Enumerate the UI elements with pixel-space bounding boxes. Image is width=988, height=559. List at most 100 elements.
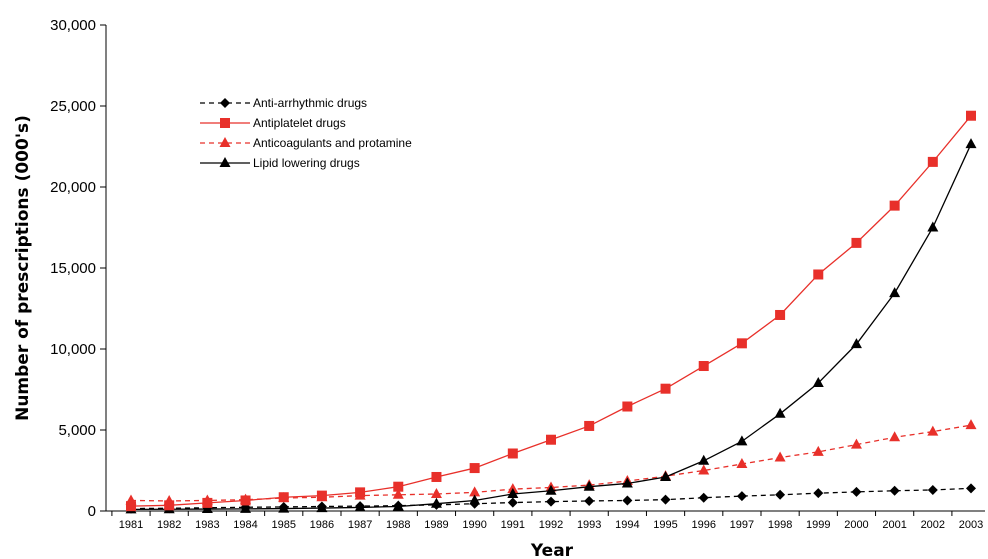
x-tick-label: 1991 (501, 519, 525, 531)
data-point (507, 448, 518, 459)
legend-label: Anti-arrhythmic drugs (253, 96, 367, 110)
data-point (966, 483, 976, 494)
legend: Anti-arrhythmic drugs Antiplatelet drugs A… (200, 96, 412, 170)
data-point (850, 438, 862, 449)
data-point (850, 338, 862, 349)
y-tick-label: 5,000 (58, 422, 96, 439)
data-point (736, 491, 747, 502)
series-line (130, 143, 972, 511)
data-point (660, 470, 672, 481)
y-tick-label: 10,000 (50, 341, 96, 358)
data-point (927, 425, 939, 436)
data-point (278, 492, 289, 503)
data-point (660, 383, 671, 394)
y-tick-label: 20,000 (50, 179, 96, 196)
data-point (813, 488, 824, 499)
x-tick-label: 1995 (653, 519, 677, 531)
data-point (621, 477, 633, 488)
data-point (736, 435, 748, 446)
legend-marker (219, 157, 231, 167)
data-point (393, 481, 404, 492)
data-point (736, 338, 747, 349)
data-point (354, 501, 366, 512)
data-point (240, 495, 251, 506)
data-point (546, 434, 556, 445)
data-point (889, 287, 901, 298)
x-tick-label: 1992 (539, 519, 563, 531)
series-line (130, 115, 972, 507)
series-antiplatelet-drugs (126, 110, 976, 512)
data-point (889, 431, 901, 442)
x-tick-label: 1984 (233, 519, 257, 531)
y-tick-label: 25,000 (50, 98, 96, 115)
data-point (507, 497, 518, 508)
data-point (774, 407, 786, 418)
data-point (775, 489, 786, 500)
data-point (583, 480, 595, 491)
legend-label: Anticoagulants and protamine (253, 136, 412, 150)
data-point (622, 495, 633, 506)
x-tick-label: 2001 (882, 519, 906, 531)
data-point (546, 496, 556, 507)
data-point (965, 419, 977, 430)
data-point (430, 487, 442, 498)
data-point (469, 486, 481, 497)
legend-marker (219, 137, 231, 147)
legend-marker (220, 98, 230, 108)
legend-item: Lipid lowering drugs (200, 156, 360, 170)
x-tick-label: 1998 (768, 519, 792, 531)
data-point (584, 495, 595, 506)
x-tick-label: 1985 (271, 519, 295, 531)
x-tick-label: 1983 (195, 519, 219, 531)
series-lipid-lowering-drugs (125, 138, 977, 514)
data-point (201, 503, 213, 514)
data-point (966, 110, 976, 121)
data-point (775, 309, 786, 320)
y-axis-title: Number of prescriptions (000's) (13, 115, 33, 421)
x-tick-label: 1982 (157, 519, 181, 531)
data-point (813, 269, 824, 280)
axes (105, 25, 985, 512)
y-tick-label: 30,000 (50, 17, 96, 34)
data-point (622, 401, 633, 412)
data-point (316, 502, 328, 513)
data-point (469, 463, 480, 474)
data-point (698, 361, 709, 372)
series-layer (125, 110, 977, 514)
data-point (889, 200, 900, 211)
data-point (927, 156, 938, 167)
y-tick-label: 0 (88, 503, 96, 520)
data-point (392, 488, 404, 499)
data-point (545, 484, 557, 495)
data-point (660, 494, 671, 505)
x-tick-label: 1989 (424, 519, 448, 531)
data-point (469, 494, 481, 505)
data-point (736, 458, 748, 469)
x-tick-label: 1997 (730, 519, 754, 531)
data-point (774, 451, 786, 462)
data-point (584, 420, 595, 431)
legend-marker (220, 118, 230, 128)
legend-item: Anti-arrhythmic drugs (200, 96, 367, 110)
x-tick-label: 1999 (806, 519, 830, 531)
legend-label: Lipid lowering drugs (253, 156, 360, 170)
y-tick-label: 15,000 (50, 260, 96, 277)
x-tick-label: 1996 (691, 519, 715, 531)
data-point (927, 221, 939, 232)
data-point (965, 138, 977, 149)
data-point (927, 484, 938, 495)
x-axis-title: Year (530, 541, 574, 559)
data-point (851, 486, 862, 497)
data-point (698, 464, 710, 475)
data-point (355, 487, 366, 498)
data-point (164, 500, 175, 511)
x-tick-label: 1990 (462, 519, 486, 531)
legend-item: Anticoagulants and protamine (200, 136, 412, 150)
x-tick-label: 1987 (348, 519, 372, 531)
data-point (698, 492, 709, 503)
legend-label: Antiplatelet drugs (253, 116, 346, 130)
data-point (851, 237, 862, 248)
data-point (430, 497, 442, 508)
data-point (698, 454, 710, 465)
data-point (812, 377, 824, 388)
